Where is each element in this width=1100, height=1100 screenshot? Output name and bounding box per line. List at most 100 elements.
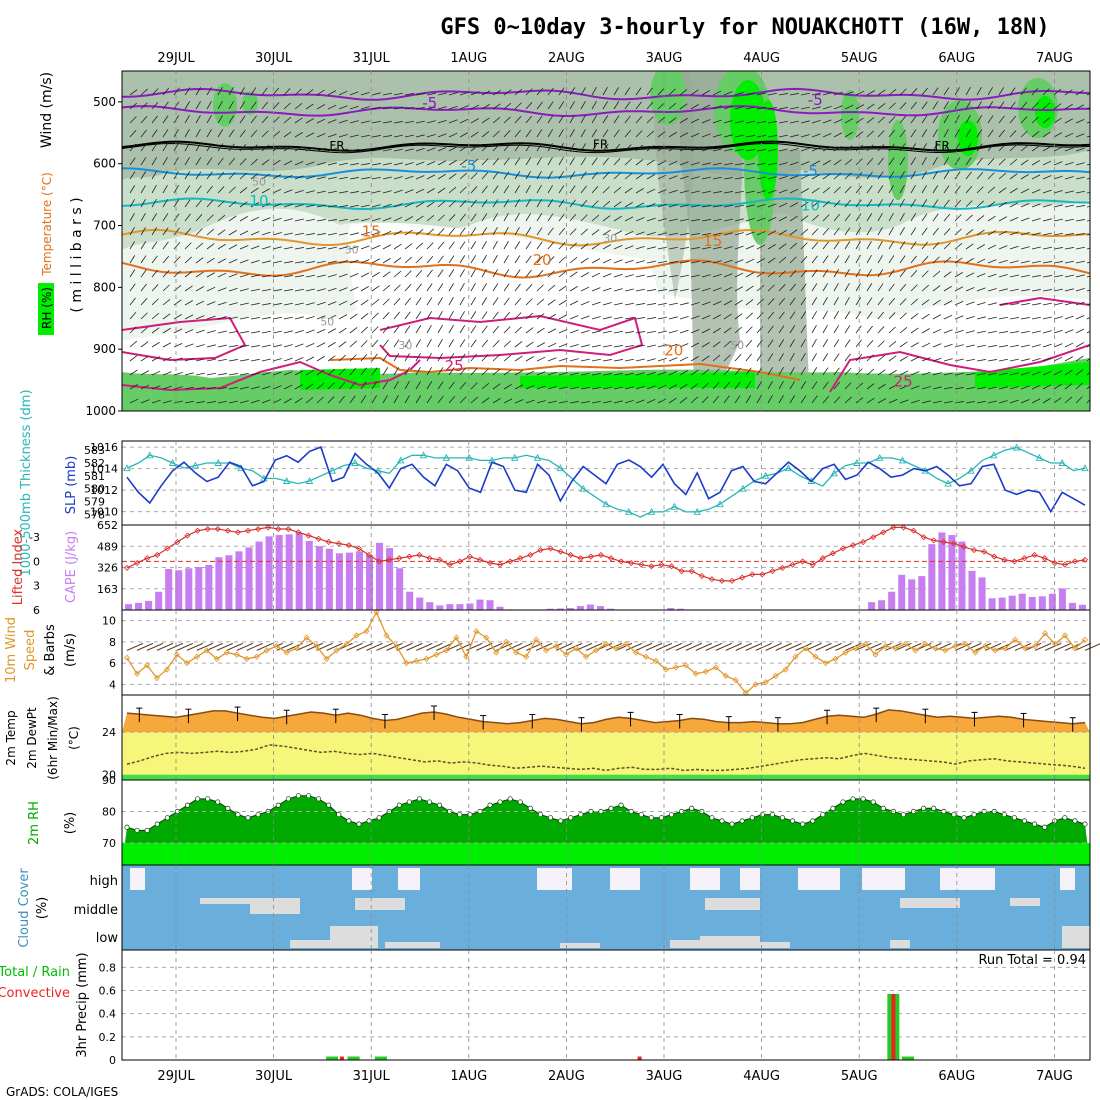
wind-barb: [591, 330, 601, 334]
precip-total-bar: [902, 1056, 914, 1060]
cape-bar: [325, 548, 333, 610]
wind-barb: [635, 245, 645, 250]
wind-barb: [459, 213, 466, 222]
li-marker: [426, 555, 433, 562]
wind-barb: [756, 149, 766, 152]
wind-barb: [547, 213, 554, 222]
wind-barb: [536, 270, 544, 278]
wind-barb: [976, 273, 986, 278]
wind-barb: [943, 256, 952, 264]
wind-barb: [481, 171, 489, 180]
wind-barb: [932, 343, 942, 348]
wind-barb: [844, 186, 852, 194]
wind-barb: [580, 301, 590, 306]
wind-barb: [657, 371, 667, 376]
rh2m-marker: [1021, 818, 1028, 824]
wind-barb: [701, 342, 710, 348]
wind-barb: [789, 297, 796, 306]
wind-barb: [316, 369, 325, 376]
wind-barb: [701, 274, 711, 278]
wind-barb: [734, 395, 741, 404]
time-axes: 29JUL29JUL30JUL30JUL31JUL31JUL1AUG1AUG2A…: [157, 51, 1072, 1084]
wind-barb: [833, 353, 840, 362]
wind-barb: [580, 115, 586, 124]
wind-barb-10m: [525, 642, 543, 651]
li-marker: [668, 563, 675, 570]
wind-barb: [932, 386, 942, 390]
rh2m-marker: [1011, 815, 1017, 821]
wind-barb: [976, 287, 986, 292]
wind-barb: [910, 171, 916, 180]
wind-barb: [349, 134, 359, 138]
wind-barb-10m: [416, 642, 433, 651]
cloud-low-patch: [890, 940, 910, 948]
wind-barb: [965, 200, 973, 208]
wind-speed-marker: [493, 649, 500, 656]
wind-barb: [800, 161, 810, 166]
wind-barb: [679, 343, 689, 348]
wind-barb: [866, 130, 874, 138]
wind-barb: [217, 87, 223, 96]
wind-barb: [316, 233, 326, 236]
wind-barbs: [129, 87, 1090, 404]
wind-speed-marker: [483, 634, 490, 641]
wind-barb: [459, 381, 467, 390]
wind-barb: [767, 353, 774, 362]
wind-barb: [910, 298, 918, 306]
wind-barb: [822, 200, 830, 208]
wind-barb: [129, 227, 135, 236]
wind-barb: [195, 115, 201, 124]
wind-barb: [514, 185, 520, 194]
wind-barb: [393, 395, 399, 404]
wind-barb: [547, 143, 553, 152]
wind-barb: [228, 143, 235, 152]
wind-barb: [690, 247, 700, 250]
li-marker: [618, 558, 625, 565]
wind-barb: [470, 339, 477, 348]
wind-barb: [349, 367, 357, 376]
wind-barb: [437, 339, 443, 348]
wind-barb: [261, 288, 271, 292]
wind-barb: [503, 369, 512, 376]
wind-speed-marker: [313, 643, 320, 650]
wind-barb: [800, 269, 807, 278]
thickness-marker: [351, 459, 359, 466]
wind-barb: [998, 274, 1008, 278]
wind-barb: [503, 340, 511, 348]
wind-barb: [657, 160, 667, 166]
wind-barb-10m: [1034, 642, 1052, 651]
wind-speed-marker: [513, 649, 520, 656]
wind-barb: [701, 119, 711, 124]
wind-barb: [151, 227, 158, 236]
wind-barb: [382, 106, 392, 110]
rh2m-marker: [880, 805, 886, 811]
wind-barb: [261, 385, 271, 390]
wind-barb: [558, 227, 566, 236]
wind-barb: [844, 91, 854, 96]
cape-bar: [586, 604, 594, 610]
wind-barb: [492, 130, 500, 138]
li-marker: [1021, 555, 1028, 562]
wind-barb: [1020, 260, 1030, 264]
wind-barb: [679, 261, 689, 264]
wind-barb: [305, 190, 315, 194]
wind-barb-10m: [1054, 642, 1072, 651]
wind-barb: [701, 369, 710, 376]
wind-barb: [899, 312, 907, 320]
precip-axis-label: Total / Rain: [0, 965, 70, 980]
wind-barb: [679, 315, 689, 320]
wind-barb: [1042, 146, 1051, 152]
wind-barb: [448, 255, 455, 264]
wind-barb: [217, 101, 223, 110]
wind-barb: [965, 387, 975, 390]
thickness-tick-label: 579: [84, 496, 105, 509]
li-marker: [456, 558, 463, 565]
wind-barb: [316, 383, 325, 390]
wind-barb: [569, 300, 579, 306]
wind-barb: [580, 157, 587, 166]
wind-barb: [250, 144, 258, 152]
li-marker: [527, 551, 534, 559]
wind-barb: [701, 104, 711, 110]
wind-barb: [954, 372, 964, 376]
wind-barb: [371, 258, 381, 264]
